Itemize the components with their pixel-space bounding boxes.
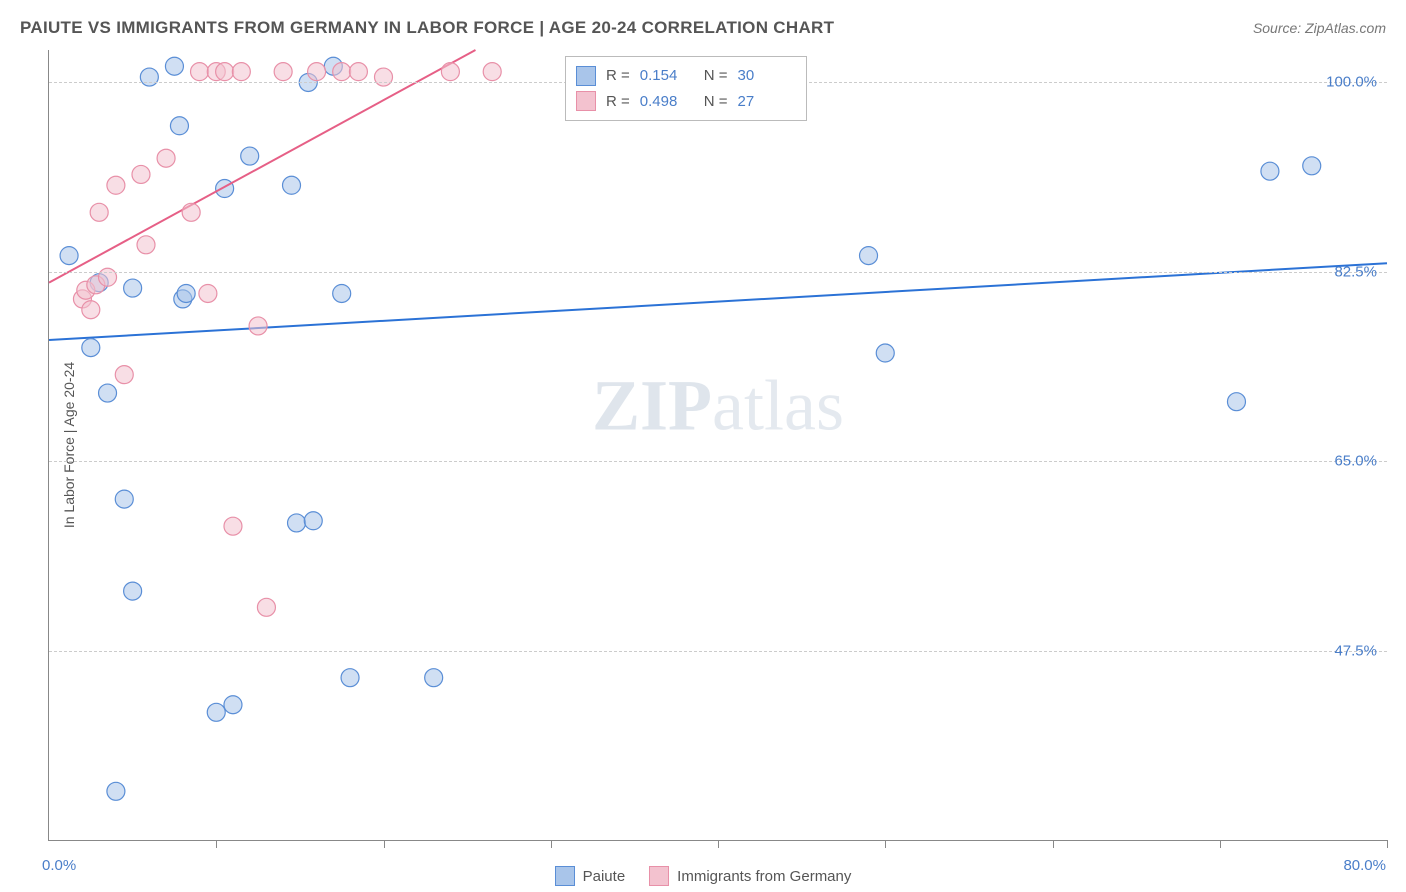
scatter-plot-area: ZIPatlas In Labor Force | Age 20-24 47.5… <box>48 50 1387 841</box>
x-tick <box>885 840 886 848</box>
r-value: 0.154 <box>640 63 694 89</box>
y-tick-label: 65.0% <box>1334 453 1377 470</box>
data-point <box>249 317 267 335</box>
data-point <box>216 180 234 198</box>
x-axis-min-label: 0.0% <box>42 857 76 874</box>
data-point <box>199 284 217 302</box>
data-point <box>274 63 292 81</box>
series-swatch <box>649 866 669 886</box>
x-tick <box>1387 840 1388 848</box>
data-point <box>283 176 301 194</box>
data-point <box>288 514 306 532</box>
data-point <box>191 63 209 81</box>
gridline <box>49 461 1387 462</box>
gridline <box>49 272 1387 273</box>
legend-item: Paiute <box>555 866 626 886</box>
data-point <box>232 63 250 81</box>
stats-row: R = 0.154 N = 30 <box>576 63 792 89</box>
x-tick <box>216 840 217 848</box>
data-point <box>137 236 155 254</box>
data-point <box>1261 162 1279 180</box>
data-point <box>170 117 188 135</box>
data-point <box>224 696 242 714</box>
data-point <box>165 57 183 75</box>
data-point <box>860 247 878 265</box>
chart-title: PAIUTE VS IMMIGRANTS FROM GERMANY IN LAB… <box>20 18 834 38</box>
data-point <box>241 147 259 165</box>
r-value: 0.498 <box>640 89 694 115</box>
data-point <box>177 284 195 302</box>
data-point <box>224 517 242 535</box>
y-axis-title: In Labor Force | Age 20-24 <box>61 362 77 528</box>
y-tick-label: 100.0% <box>1326 74 1377 91</box>
stats-row: R = 0.498 N = 27 <box>576 89 792 115</box>
data-point <box>1227 393 1245 411</box>
data-point <box>207 703 225 721</box>
data-point <box>876 344 894 362</box>
data-point <box>349 63 367 81</box>
data-point <box>257 598 275 616</box>
legend-item: Immigrants from Germany <box>649 866 851 886</box>
data-point <box>157 149 175 167</box>
series-swatch <box>576 66 596 86</box>
n-value: 27 <box>738 89 792 115</box>
data-point <box>425 669 443 687</box>
series-legend: Paiute Immigrants from Germany <box>0 866 1406 886</box>
x-axis-max-label: 80.0% <box>1343 857 1386 874</box>
data-point <box>107 782 125 800</box>
data-point <box>90 203 108 221</box>
series-swatch <box>576 91 596 111</box>
chart-header: PAIUTE VS IMMIGRANTS FROM GERMANY IN LAB… <box>20 18 1386 38</box>
data-point <box>341 669 359 687</box>
data-point <box>333 284 351 302</box>
r-label: R = <box>606 89 630 115</box>
n-label: N = <box>704 63 728 89</box>
y-tick-label: 47.5% <box>1334 642 1377 659</box>
x-tick <box>384 840 385 848</box>
data-point <box>333 63 351 81</box>
data-point <box>99 384 117 402</box>
data-point <box>124 582 142 600</box>
data-point <box>82 301 100 319</box>
data-point <box>107 176 125 194</box>
data-point <box>1303 157 1321 175</box>
data-point <box>182 203 200 221</box>
x-tick <box>1220 840 1221 848</box>
x-tick <box>1053 840 1054 848</box>
y-tick-label: 82.5% <box>1334 263 1377 280</box>
data-point <box>304 512 322 530</box>
data-point <box>483 63 501 81</box>
plot-svg <box>49 50 1387 840</box>
x-tick <box>551 840 552 848</box>
data-point <box>82 339 100 357</box>
series-swatch <box>555 866 575 886</box>
correlation-stats-box: R = 0.154 N = 30 R = 0.498 N = 27 <box>565 56 807 121</box>
data-point <box>132 165 150 183</box>
data-point <box>308 63 326 81</box>
data-point <box>124 279 142 297</box>
x-tick <box>718 840 719 848</box>
data-point <box>441 63 459 81</box>
data-point <box>60 247 78 265</box>
trend-line <box>49 50 475 283</box>
data-point <box>115 490 133 508</box>
data-point <box>216 63 234 81</box>
data-point <box>115 366 133 384</box>
legend-label: Immigrants from Germany <box>677 868 851 885</box>
gridline <box>49 651 1387 652</box>
source-attribution: Source: ZipAtlas.com <box>1253 20 1386 36</box>
r-label: R = <box>606 63 630 89</box>
legend-label: Paiute <box>583 868 626 885</box>
n-value: 30 <box>738 63 792 89</box>
n-label: N = <box>704 89 728 115</box>
